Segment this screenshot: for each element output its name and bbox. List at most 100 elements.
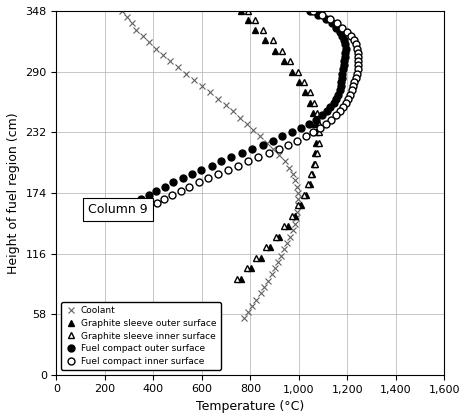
Coolant — [199, 84, 205, 89]
Coolant — [250, 128, 256, 133]
Graphite sleeve outer surface — [307, 100, 312, 105]
Coolant — [160, 52, 166, 58]
Fuel compact inner surface — [255, 155, 261, 160]
Fuel compact inner surface — [343, 100, 348, 105]
Coolant — [264, 140, 269, 145]
Fuel compact inner surface — [333, 113, 339, 118]
Graphite sleeve inner surface — [245, 8, 251, 13]
Fuel compact inner surface — [337, 109, 342, 114]
Coolant — [279, 253, 284, 258]
Fuel compact inner surface — [266, 151, 271, 156]
Text: Column 9: Column 9 — [88, 203, 148, 216]
Coolant — [191, 77, 197, 82]
Fuel compact inner surface — [170, 192, 175, 197]
Fuel compact inner surface — [340, 25, 345, 30]
Fuel compact outer surface — [343, 50, 348, 55]
Fuel compact inner surface — [350, 84, 356, 89]
Graphite sleeve inner surface — [312, 161, 318, 166]
Fuel compact outer surface — [146, 192, 151, 197]
Fuel compact outer surface — [340, 67, 346, 72]
Fuel compact outer surface — [279, 134, 285, 139]
Graphite sleeve outer surface — [307, 182, 312, 187]
Coolant — [286, 165, 292, 170]
Coolant — [284, 241, 290, 246]
Fuel compact outer surface — [315, 13, 321, 18]
Fuel compact inner surface — [215, 171, 220, 176]
Graphite sleeve outer surface — [253, 27, 258, 32]
Graphite sleeve outer surface — [289, 69, 295, 74]
Graphite sleeve inner surface — [314, 111, 320, 116]
Graphite sleeve inner surface — [311, 100, 317, 105]
Fuel compact inner surface — [196, 180, 201, 185]
Fuel compact outer surface — [343, 42, 348, 47]
Fuel compact inner surface — [354, 46, 360, 51]
Fuel compact inner surface — [323, 121, 329, 126]
Coolant — [237, 115, 243, 120]
Fuel compact outer surface — [249, 147, 255, 152]
Fuel compact inner surface — [328, 117, 334, 122]
Coolant — [290, 171, 296, 176]
Fuel compact inner surface — [186, 184, 192, 189]
Coolant — [269, 272, 275, 277]
Line: Graphite sleeve outer surface: Graphite sleeve outer surface — [237, 8, 320, 282]
Graphite sleeve outer surface — [268, 245, 273, 250]
Graphite sleeve inner surface — [263, 245, 269, 250]
Coolant — [294, 184, 300, 189]
Graphite sleeve inner surface — [316, 140, 322, 145]
Fuel compact inner surface — [205, 176, 211, 181]
Fuel compact outer surface — [162, 184, 167, 189]
Fuel compact inner surface — [351, 38, 356, 43]
Fuel compact inner surface — [356, 59, 361, 64]
Coolant — [292, 222, 297, 227]
Fuel compact inner surface — [349, 88, 354, 93]
Coolant — [265, 278, 271, 283]
Coolant — [119, 8, 125, 13]
Graphite sleeve inner surface — [309, 171, 314, 176]
Fuel compact outer surface — [270, 138, 276, 143]
Fuel compact outer surface — [327, 105, 333, 110]
Graphite sleeve inner surface — [295, 69, 300, 74]
Fuel compact inner surface — [303, 134, 309, 139]
Graphite sleeve outer surface — [245, 18, 251, 23]
Fuel compact outer surface — [324, 109, 330, 114]
Fuel compact outer surface — [198, 167, 204, 172]
Fuel compact outer surface — [189, 171, 195, 176]
Coolant — [134, 27, 139, 32]
Fuel compact inner surface — [310, 8, 316, 13]
Graphite sleeve inner surface — [260, 27, 266, 32]
Fuel compact inner surface — [354, 71, 360, 76]
Fuel compact inner surface — [355, 63, 361, 68]
Graphite sleeve inner surface — [253, 18, 258, 23]
Fuel compact outer surface — [139, 197, 144, 202]
Graphite sleeve outer surface — [282, 59, 287, 64]
Coolant — [282, 159, 288, 164]
Fuel compact inner surface — [355, 67, 361, 72]
Coolant — [241, 316, 247, 321]
Coolant — [295, 197, 301, 202]
Fuel compact outer surface — [329, 21, 334, 26]
Fuel compact outer surface — [333, 25, 339, 30]
Fuel compact inner surface — [235, 163, 241, 168]
Fuel compact inner surface — [356, 55, 361, 60]
Fuel compact inner surface — [345, 29, 350, 34]
Fuel compact outer surface — [337, 88, 342, 93]
Coolant — [254, 297, 259, 302]
Fuel compact inner surface — [318, 126, 323, 131]
Graphite sleeve outer surface — [313, 130, 319, 135]
Fuel compact outer surface — [154, 188, 159, 193]
Line: Fuel compact outer surface: Fuel compact outer surface — [131, 8, 349, 207]
Graphite sleeve inner surface — [270, 38, 276, 43]
Coolant — [140, 34, 145, 39]
Graphite sleeve inner surface — [244, 265, 249, 270]
Fuel compact inner surface — [294, 138, 300, 143]
Coolant — [295, 203, 300, 208]
Fuel compact inner surface — [334, 21, 340, 26]
Fuel compact outer surface — [306, 121, 311, 126]
Coolant — [184, 71, 189, 76]
Graphite sleeve outer surface — [285, 224, 291, 229]
Graphite sleeve outer surface — [262, 38, 268, 43]
Fuel compact outer surface — [323, 17, 328, 22]
Fuel compact outer surface — [260, 142, 265, 147]
Coolant — [231, 109, 236, 114]
Graphite sleeve outer surface — [296, 79, 302, 84]
